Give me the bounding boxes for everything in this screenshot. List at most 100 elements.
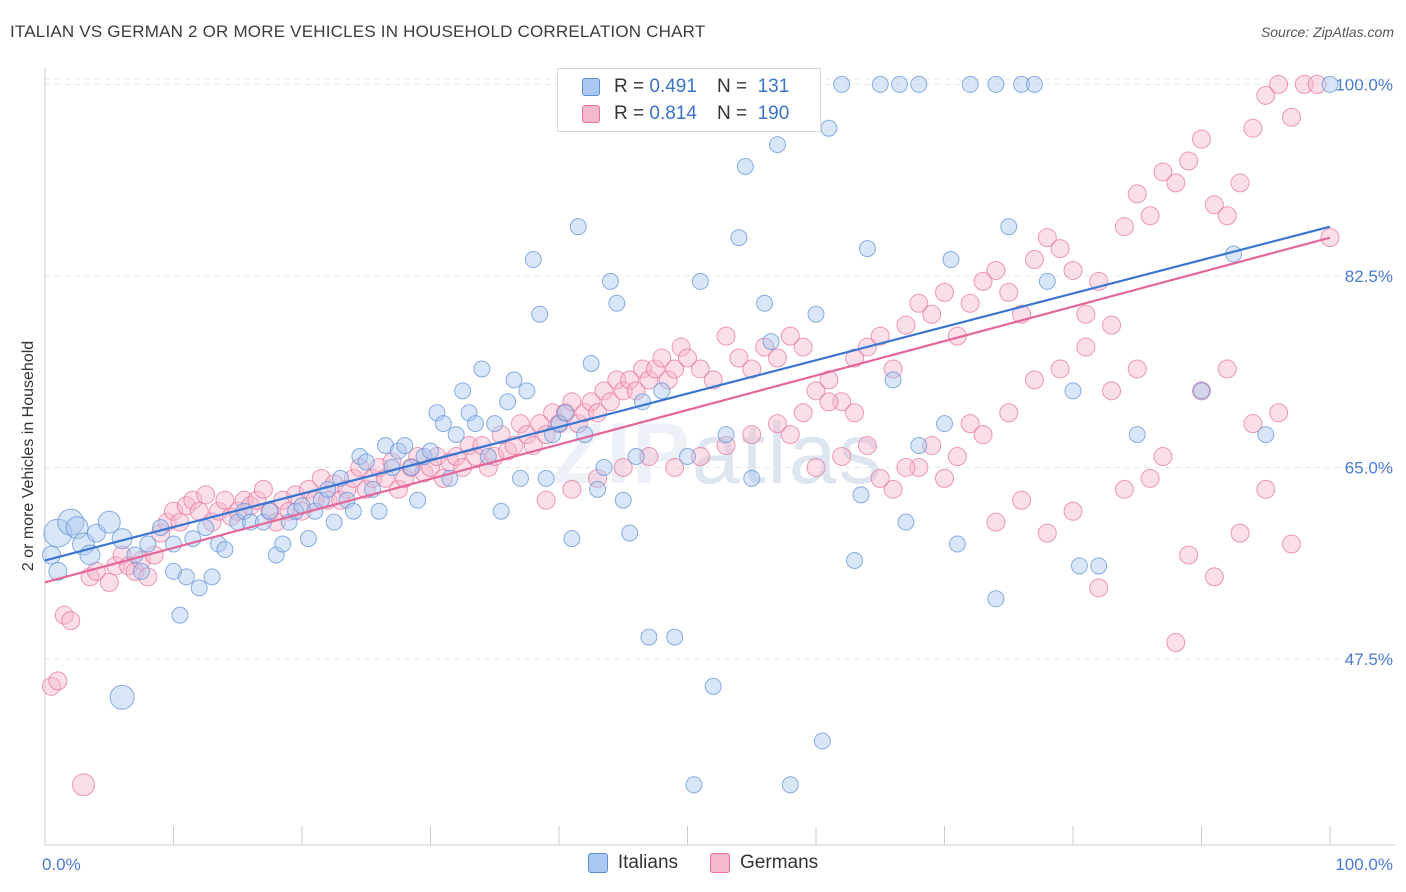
germans-point <box>986 260 1006 280</box>
germans-point <box>1217 359 1237 379</box>
italians-point <box>679 448 696 465</box>
italians-point <box>466 415 484 433</box>
germans-point <box>600 392 620 412</box>
germans-point <box>72 773 96 797</box>
italians-point <box>139 535 157 553</box>
source-label: Source: ZipAtlas.com <box>1260 24 1394 40</box>
germans-point <box>1102 381 1122 401</box>
italians-point <box>41 545 61 565</box>
italians-point <box>833 75 851 93</box>
germans-point <box>806 457 826 477</box>
germans-point <box>421 457 440 477</box>
italians-point <box>492 502 510 520</box>
italians-point <box>910 437 928 455</box>
germans-point <box>1153 447 1173 466</box>
germans-point <box>170 512 190 532</box>
legend-row-germans: R = 0.814 N = 190 <box>582 101 789 127</box>
italians-point <box>97 510 121 534</box>
germans-point <box>671 337 691 357</box>
legend-item-italians[interactable]: Italians <box>587 852 678 874</box>
italians-point <box>428 404 446 422</box>
italians-point <box>936 415 953 433</box>
germans-point <box>960 293 980 313</box>
germans-point <box>562 392 582 412</box>
italians-point <box>109 684 135 710</box>
germans-point <box>562 479 582 499</box>
germans-point <box>253 479 273 499</box>
germans-point <box>1102 315 1122 335</box>
germans-point <box>555 403 575 423</box>
germans-point <box>510 414 530 434</box>
italians-point <box>582 354 600 372</box>
italians-point <box>730 229 748 247</box>
germans-point <box>665 359 685 379</box>
italians-point <box>299 530 317 548</box>
germans-point <box>311 468 331 488</box>
germans-point <box>690 447 710 466</box>
italians-point <box>621 524 639 542</box>
germans-n-label: N = <box>716 103 748 124</box>
germans-point <box>1063 501 1083 521</box>
germans-point <box>1281 534 1301 554</box>
italians-point <box>132 562 150 580</box>
italians-point <box>1128 426 1146 444</box>
germans-point <box>690 359 710 379</box>
y-tick-label: 100.0% <box>1335 75 1393 94</box>
italians-point <box>601 272 619 290</box>
italians-point <box>1321 75 1339 93</box>
germans-point <box>999 403 1019 423</box>
italians-point <box>569 218 587 236</box>
italians-point <box>595 458 613 476</box>
germans-point <box>703 370 723 390</box>
germans-point <box>626 381 646 401</box>
germans-point <box>639 447 659 466</box>
italians-point <box>807 305 825 323</box>
germans-point <box>716 326 736 346</box>
italians-point <box>762 333 780 351</box>
germans-r-label: R = <box>614 103 645 124</box>
italians-point <box>813 732 831 750</box>
germans-point <box>1037 228 1057 248</box>
germans-point <box>1307 74 1327 94</box>
germans-point <box>1127 359 1147 379</box>
germans-point <box>1076 337 1096 357</box>
germans-point <box>1140 468 1160 488</box>
germans-point <box>960 414 980 434</box>
italians-point <box>447 426 465 444</box>
germans-point <box>742 425 762 445</box>
italians-point <box>871 75 889 93</box>
germans-point <box>909 293 929 313</box>
italians-point <box>216 541 234 559</box>
italians-swatch <box>582 78 600 96</box>
germans-point <box>491 425 511 445</box>
stats-legend: R = 0.491 N = 131 R = 0.814 N = 190 <box>557 68 821 132</box>
germans-point <box>1153 162 1173 182</box>
germans-point <box>819 392 839 412</box>
germans-legend-label: Germans <box>740 852 819 873</box>
germans-point <box>922 304 942 324</box>
germans-point <box>767 348 787 368</box>
italians-point <box>1038 272 1056 290</box>
germans-point <box>935 468 954 488</box>
italians-point <box>57 508 85 536</box>
italians-point <box>736 157 754 175</box>
y-axis-title: 2 or more Vehicles in Household <box>20 341 37 571</box>
italians-point <box>486 415 504 433</box>
germans-point <box>61 611 81 631</box>
germans-point <box>1179 151 1199 171</box>
germans-point <box>1192 381 1211 401</box>
germans-point <box>999 282 1019 302</box>
italians-point <box>1000 218 1018 236</box>
germans-point <box>652 348 672 368</box>
germans-point <box>183 490 203 510</box>
germans-trend-line <box>44 236 1331 584</box>
germans-point <box>1037 523 1057 543</box>
italians-point <box>1064 382 1082 400</box>
italians-point <box>460 404 478 422</box>
germans-point <box>883 479 903 499</box>
legend-item-germans[interactable]: Germans <box>710 852 818 874</box>
germans-point <box>896 315 916 335</box>
italians-point <box>152 519 170 537</box>
italians-point <box>344 502 362 520</box>
